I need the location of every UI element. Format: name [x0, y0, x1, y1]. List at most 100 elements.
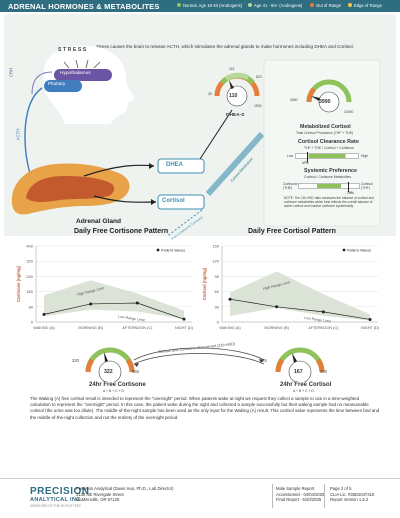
hypothalamus-pill: [54, 69, 112, 81]
sample-line3: Final Report - 5/20/2025: [276, 497, 322, 503]
patient-line: [43, 302, 185, 320]
systemic-right: Cortisol (THF): [361, 182, 373, 190]
legend-age-dot: [248, 3, 252, 7]
reference-range-band: [230, 271, 370, 321]
dheas-tick2: 820: [256, 75, 262, 79]
cortisol-chart-title: Daily Free Cortisol Pattern: [248, 228, 336, 235]
footer-sep2: [324, 484, 325, 508]
lab-info: Precision Analytical (Dawn Huo, Ph.D., L…: [76, 486, 174, 503]
x-tick-label: WAKING (A): [33, 326, 55, 330]
high-range-label: High Range Limit: [263, 280, 291, 291]
dheas-min: 30: [208, 92, 212, 96]
section-title: ADRENAL HORMONES & METABOLITES: [8, 1, 160, 11]
clearance-low: Low: [287, 154, 294, 158]
cortisone-chart: 0 80 160 240 320 400 Cortisone (ng/mg) High Ran…: [16, 244, 194, 331]
y-tick-label: 0: [217, 320, 220, 325]
waking-result-note: The Waking (A) free cortisol result is i…: [30, 396, 380, 420]
stress-label: STRESS: [58, 47, 88, 53]
legend-out: Out of Range: [310, 3, 341, 8]
footer-divider: [0, 478, 400, 479]
legend-age: Age 41 - 60+ (Androgens): [248, 3, 302, 8]
dheas-tick1: 115: [229, 67, 235, 71]
metabolized-pointer: [311, 96, 320, 101]
y-axis-label: Cortisone (ng/mg): [16, 265, 21, 302]
interconversion-curve-top: [133, 347, 265, 361]
clearance-sublabel: THF + THE / Cortisol + Cortisone: [304, 146, 354, 150]
dheas-value: 110: [229, 93, 238, 99]
cortisone24-value: 322: [104, 369, 113, 375]
x-tick-label: NIGHT (D): [361, 326, 380, 330]
dheas-gauge: [214, 72, 260, 107]
dheas-pointer: [229, 80, 234, 89]
legend-normal-label: Normal, Age 18-40 (Androgens): [183, 2, 243, 8]
sample-info: Male Sample Report Accessioned - 04/04/2…: [276, 486, 324, 503]
y-tick-label: 240: [26, 274, 33, 279]
y-tick-label: 0: [31, 320, 34, 325]
cortisone24-min: 220: [72, 358, 79, 363]
cortisol-label: Cortisol: [162, 198, 185, 204]
legend-normal-dot: [177, 3, 181, 7]
dhea-arrowhead: [149, 163, 154, 169]
hypothalamus-label: Hypothalamus: [60, 71, 91, 76]
clearance-marker: [306, 152, 308, 162]
cortisone24-pointer: [104, 352, 108, 362]
y-tick-label: 60: [215, 289, 220, 294]
patient-point: [368, 317, 372, 321]
x-tick-label: AFTERNOON (C): [122, 326, 153, 330]
dhea-arrow: [83, 164, 155, 177]
pituitary-pill: [44, 80, 82, 92]
y-tick-label: 160: [26, 289, 33, 294]
legend-out-dot: [310, 3, 314, 7]
clearance-title: Cortisol Clearance Rate: [298, 139, 359, 145]
cortisol24-label: 24hr Free Cortisol: [280, 382, 332, 388]
logo-tagline: CREATORS OF THE DUTCH TEST: [30, 504, 81, 508]
y-tick-label: 30: [215, 304, 220, 309]
page-line3: Report Version 1.5.2: [330, 497, 369, 503]
patient-point: [182, 317, 186, 321]
adrenal-gland-label: Adrenal Gland: [76, 218, 122, 225]
logo-line1: PRECISION: [30, 486, 90, 497]
lab-line3: McMinnville, OR 97128: [76, 497, 120, 503]
systemic-bar: [298, 182, 360, 192]
cortisol-arrowhead: [151, 199, 156, 205]
systemic-left: Cortisone (THE): [283, 182, 298, 190]
x-tick-label: MORNING (B): [264, 326, 289, 330]
legend-marker: [156, 248, 160, 252]
systemic-value: 79%: [347, 191, 354, 195]
cortisol24-max: 300: [320, 369, 327, 374]
patient-point: [135, 301, 139, 305]
metabolized-sublabel: Total Cortisol Production (THF + THE): [296, 131, 354, 135]
legend-normal: Normal, Age 18-40 (Androgens): [177, 3, 242, 8]
dheas-dial: [226, 85, 248, 107]
legend-edge-label: Edge of Range: [354, 2, 382, 8]
interconversion-arrow: [133, 347, 265, 367]
y-tick-label: 150: [212, 244, 219, 249]
systemic-title: Systemic Preference: [304, 168, 358, 174]
y-tick-label: 320: [26, 259, 33, 264]
cortisol24-gauge: [275, 347, 325, 382]
cortisol24-pointer: [292, 353, 297, 363]
footer-sep1: [272, 484, 273, 508]
metabolized-label: Metabolized Cortisol: [300, 124, 351, 130]
cortisol-box: [157, 194, 205, 210]
cortisone24-gauge-out-high: [125, 358, 135, 373]
dhea-box: [157, 158, 205, 174]
y-tick-label: 80: [29, 304, 34, 309]
dheas-label: DHEA-S: [226, 113, 245, 118]
page-info: Page 2 of 5 CLIA Lic. #38D2047310 Report…: [330, 486, 374, 503]
metabolized-dial: [318, 91, 340, 113]
y-tick-label: 400: [26, 244, 33, 249]
interconversion-head-right: [259, 359, 264, 363]
cortisol24-gauge-out-low: [275, 358, 285, 373]
legend-out-label: Out of Range: [316, 2, 341, 8]
low-range-label: Low Range Limit: [118, 315, 145, 323]
cortisone24-max: 550: [132, 369, 139, 374]
interconversion-curve-bottom: [133, 353, 265, 365]
metabolized-gauge-out: [306, 87, 317, 103]
y-axis-label: Cortisol (ng/mg): [202, 267, 207, 300]
cortisol24-dial: [288, 360, 312, 382]
cortisone24-gauge: [85, 347, 135, 382]
cortisol24-value: 167: [294, 369, 303, 375]
acth-label: ACTH: [15, 128, 21, 141]
